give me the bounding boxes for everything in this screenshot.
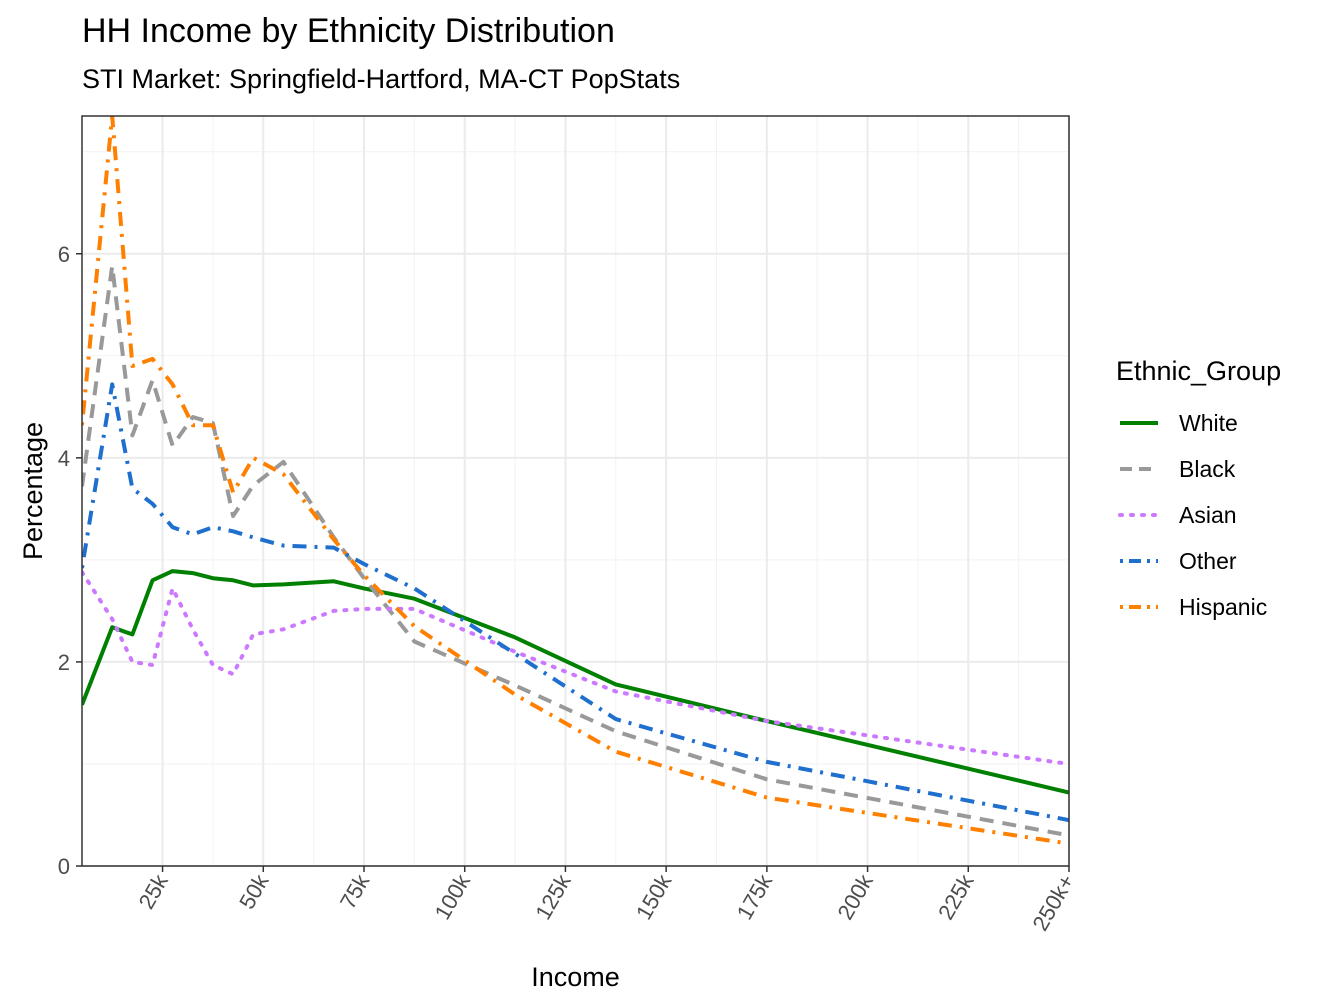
legend-label-other: Other: [1179, 548, 1237, 574]
x-tick-label: 50k: [234, 869, 274, 913]
chart-title: HH Income by Ethnicity Distribution: [82, 12, 615, 50]
x-tick-label: 225k: [933, 869, 979, 924]
legend-title: Ethnic_Group: [1116, 356, 1281, 386]
x-tick-label: 25k: [134, 869, 174, 913]
legend-label-black: Black: [1179, 456, 1236, 482]
legend-label-asian: Asian: [1179, 502, 1237, 528]
series-group: [82, 116, 1069, 846]
y-tick-label: 0: [58, 854, 70, 879]
x-tick-label: 175k: [732, 869, 778, 924]
series-line-black: [82, 264, 1069, 838]
x-tick-label: 100k: [430, 869, 476, 924]
chart-subtitle: STI Market: Springfield-Hartford, MA-CT …: [82, 64, 681, 94]
y-tick-label: 6: [58, 242, 70, 267]
x-tick-label: 75k: [335, 869, 375, 913]
x-tick-label: 200k: [832, 869, 878, 924]
x-tick-label: 150k: [631, 869, 677, 924]
x-axis-title: Income: [531, 962, 620, 992]
series-line-hispanic: [82, 116, 1069, 846]
legend-label-hispanic: Hispanic: [1179, 594, 1267, 620]
legend-label-white: White: [1179, 410, 1238, 436]
series-line-other: [82, 382, 1069, 823]
series-line-white: [82, 569, 1069, 795]
x-tick-label: 125k: [530, 869, 576, 924]
y-tick-label: 4: [58, 446, 70, 471]
y-axis-title: Percentage: [18, 422, 48, 560]
x-tick-label: 250k+: [1027, 870, 1079, 935]
plot-border: [81, 115, 1070, 867]
y-tick-label: 2: [58, 650, 70, 675]
plot-panel: [82, 116, 1069, 866]
